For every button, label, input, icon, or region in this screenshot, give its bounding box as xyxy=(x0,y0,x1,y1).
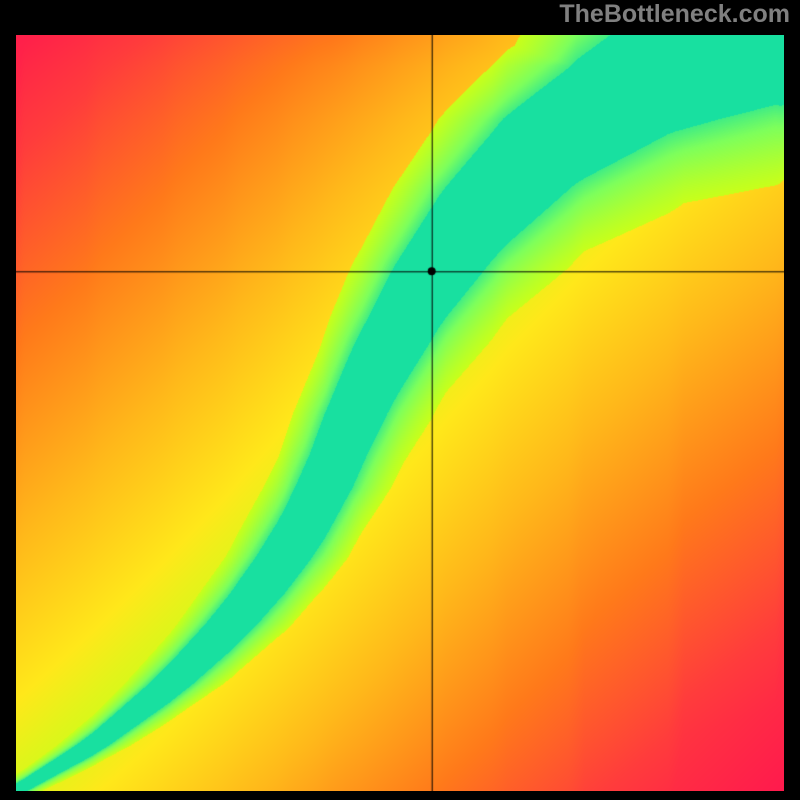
chart-container: TheBottleneck.com xyxy=(0,0,800,800)
bottleneck-heatmap xyxy=(16,35,784,791)
watermark-text: TheBottleneck.com xyxy=(559,0,790,29)
